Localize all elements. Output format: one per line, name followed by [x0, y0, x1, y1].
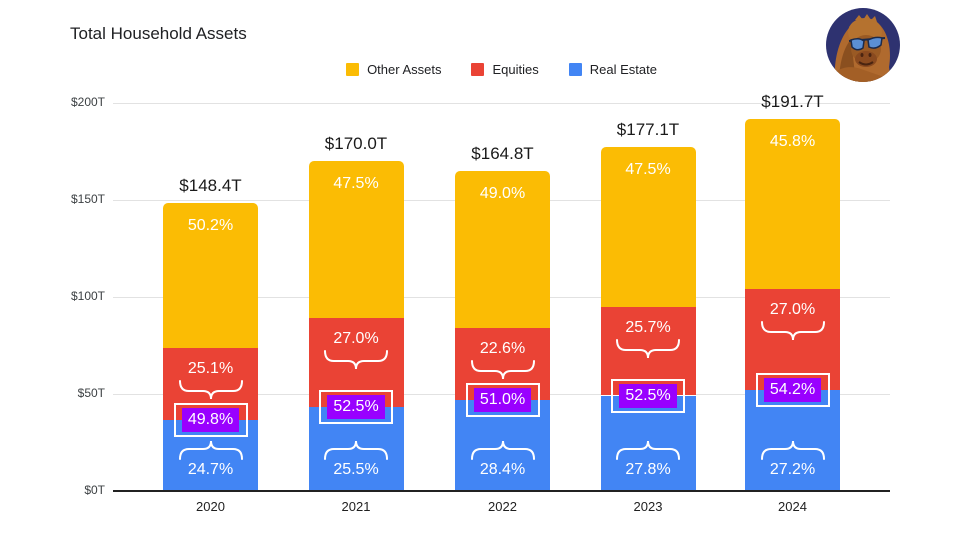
combined-share-highlight: 54.2%: [755, 372, 830, 407]
real-estate-pct-label: 24.7%: [187, 461, 234, 478]
brace-up-icon: [324, 440, 388, 460]
gridline: [113, 102, 890, 104]
bar-total-label: $164.8T: [471, 144, 534, 164]
equities-pct-label: 25.1%: [187, 359, 234, 377]
x-axis-tick-label: 2021: [341, 499, 371, 514]
brace-down-icon: [760, 321, 825, 341]
legend-swatch-icon: [471, 63, 485, 76]
real-estate-pct-label: 28.4%: [479, 461, 526, 478]
brace-down-icon: [616, 339, 680, 359]
legend-item-real-estate: Real Estate: [568, 62, 657, 77]
bar-segment-other-assets: [745, 119, 840, 290]
real-estate-pct-label: 27.8%: [625, 461, 671, 478]
bar-total-label: $170.0T: [324, 134, 388, 154]
other-assets-pct-label: 47.5%: [333, 175, 379, 193]
bar-segment-other-assets: [308, 161, 404, 318]
y-axis-tick-label: $50T: [77, 386, 105, 400]
bar-segment-other-assets: [455, 171, 550, 328]
legend-item-equities: Equities: [471, 62, 539, 77]
equities-pct-label: 25.7%: [625, 319, 671, 337]
orangutan-avatar: [826, 8, 900, 82]
combined-share-highlight: 51.0%: [465, 383, 540, 418]
bar-segment-real-estate: [308, 406, 404, 491]
real-estate-pct-label: 27.2%: [769, 461, 816, 478]
equities-pct-label: 22.6%: [479, 339, 526, 357]
x-axis-tick-label: 2023: [633, 499, 663, 514]
other-assets-pct-label: 45.8%: [769, 133, 816, 151]
combined-share-value: 52.5%: [619, 383, 677, 408]
bar-segment-other-assets: [600, 147, 696, 308]
legend-label: Real Estate: [589, 62, 657, 77]
bar-segment-equities: [600, 307, 696, 396]
combined-share-value: 54.2%: [763, 377, 822, 402]
brace-up-icon: [760, 440, 825, 460]
combined-share-highlight: 52.5%: [319, 389, 393, 424]
combined-share-value: 52.5%: [327, 394, 385, 419]
legend-label: Other Assets: [367, 62, 442, 77]
other-assets-pct-label: 50.2%: [187, 217, 234, 235]
x-axis-tick-label: 2020: [196, 499, 225, 514]
legend-swatch-icon: [568, 63, 582, 76]
equities-pct-label: 27.0%: [769, 301, 816, 319]
x-axis-tick-label: 2022: [488, 499, 517, 514]
sunglasses-icon: [848, 36, 886, 51]
brace-up-icon: [616, 440, 680, 460]
brace-down-icon: [324, 349, 388, 369]
y-axis-tick-label: $200T: [70, 95, 105, 109]
y-axis-tick-label: $0T: [84, 483, 105, 497]
brace-up-icon: [178, 440, 243, 460]
combined-share-value: 49.8%: [181, 407, 240, 432]
page-title: Total Household Assets: [70, 24, 247, 43]
bar-total-label: $191.7T: [761, 92, 824, 112]
real-estate-pct-label: 25.5%: [333, 461, 379, 478]
combined-share-value: 51.0%: [473, 388, 532, 413]
y-axis-tick-label: $100T: [70, 289, 105, 303]
legend-item-other-assets: Other Assets: [346, 62, 441, 77]
legend-swatch-icon: [346, 63, 360, 76]
bar-segment-other-assets: [163, 203, 258, 348]
brace-down-icon: [178, 379, 243, 399]
x-axis-line: [113, 490, 890, 492]
y-axis-tick-label: $150T: [70, 192, 105, 206]
legend-label: Equities: [492, 62, 539, 77]
bar-total-label: $177.1T: [616, 120, 680, 140]
x-axis-tick-label: 2024: [778, 499, 807, 514]
equities-pct-label: 27.0%: [333, 329, 379, 347]
other-assets-pct-label: 47.5%: [625, 161, 671, 179]
combined-share-highlight: 52.5%: [611, 378, 685, 413]
chart-legend: Other Assets Equities Real Estate: [113, 62, 890, 77]
brace-down-icon: [470, 359, 535, 379]
other-assets-pct-label: 49.0%: [479, 185, 526, 203]
bar-segment-equities: [308, 317, 404, 407]
bar-total-label: $148.4T: [179, 176, 242, 196]
brace-up-icon: [470, 440, 535, 460]
combined-share-highlight: 49.8%: [173, 402, 248, 437]
